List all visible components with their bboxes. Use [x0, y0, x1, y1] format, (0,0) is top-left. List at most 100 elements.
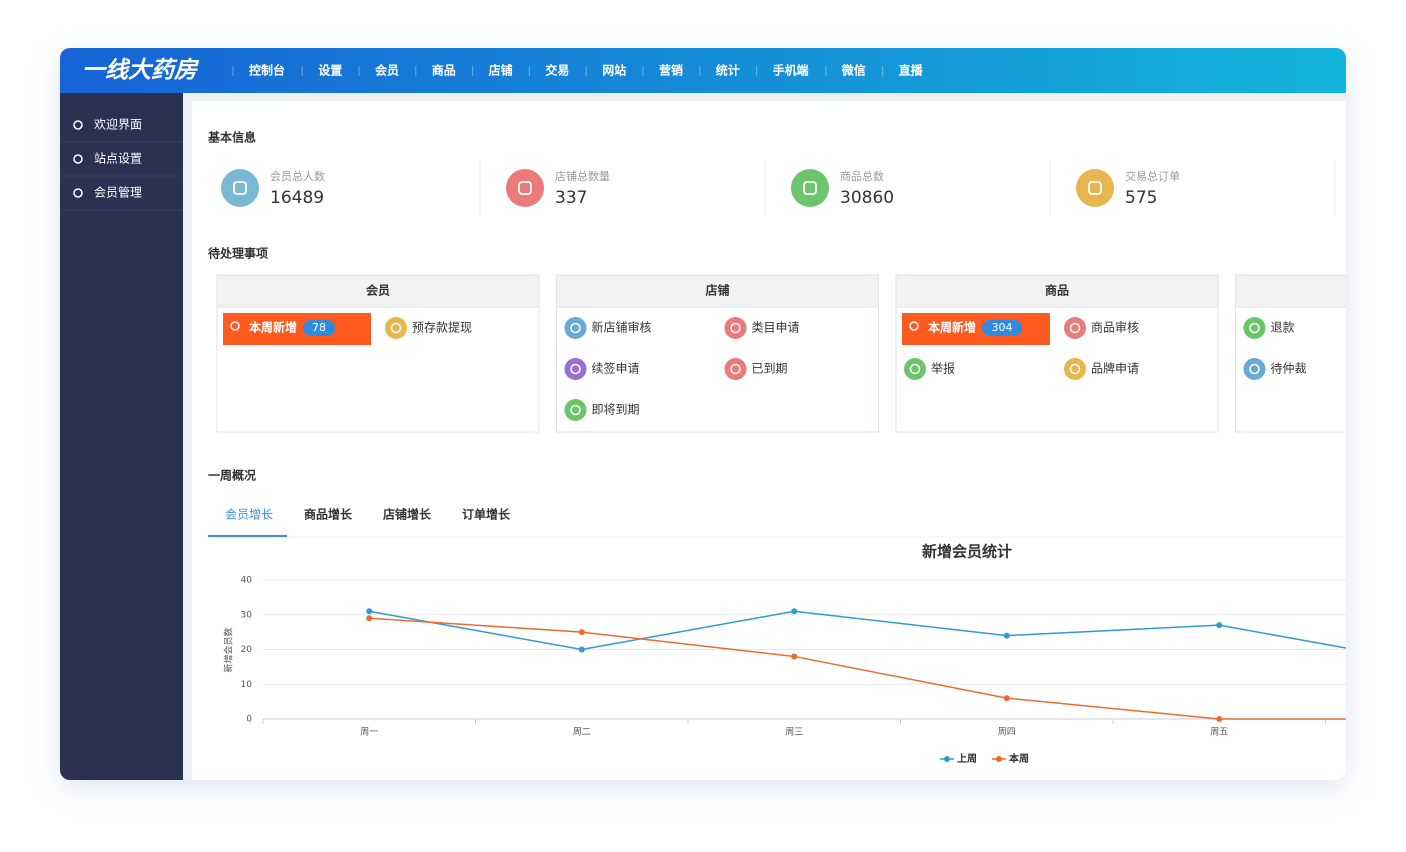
highlight-item[interactable] — [902, 313, 1050, 345]
stat-label: 交易总订单 — [1125, 169, 1180, 183]
panel-header — [895, 274, 1219, 308]
item-icon — [230, 321, 240, 331]
data-point — [1216, 622, 1223, 629]
sidebar-item[interactable]: 会员管理 — [94, 185, 142, 200]
data-point — [1003, 695, 1010, 702]
stat-label: 会员总人数 — [270, 169, 325, 183]
x-tick-label: 周四 — [998, 727, 1016, 738]
item-label[interactable]: 商品审核 — [1091, 320, 1139, 335]
top-bar — [60, 48, 1346, 93]
item-icon — [724, 358, 747, 380]
nav-item[interactable]: 商品 — [432, 63, 456, 78]
item-icon-glyph — [570, 363, 581, 375]
logo: 一线大药房 — [82, 58, 200, 84]
sidebar-item[interactable]: 欢迎界面 — [94, 117, 142, 132]
tab[interactable]: 会员增长 — [225, 508, 273, 522]
nav-item[interactable]: 设置 — [318, 63, 342, 78]
panel-title: 店铺 — [705, 283, 729, 298]
legend-label[interactable]: 本周 — [1009, 752, 1029, 765]
item-icon — [564, 399, 587, 421]
y-tick-label: 20 — [241, 645, 253, 655]
nav-item[interactable]: 交易 — [545, 63, 569, 78]
y-axis-label: 新增会员数 — [223, 627, 235, 672]
nav-item[interactable]: 直播 — [899, 63, 924, 78]
data-point — [578, 629, 585, 636]
stat-value: 337 — [555, 188, 587, 208]
item-label[interactable]: 类目申请 — [752, 321, 800, 335]
data-point — [366, 608, 373, 615]
item-label[interactable]: 退款 — [1271, 321, 1295, 335]
series-line — [369, 610, 1346, 665]
legend-label[interactable]: 上周 — [957, 752, 977, 765]
nav-item[interactable]: 手机端 — [773, 63, 809, 78]
stat-icon-glyph — [1088, 181, 1102, 195]
stat-value: 30860 — [840, 188, 894, 208]
nav-item[interactable]: 会员 — [375, 63, 399, 78]
item-icon — [564, 358, 587, 380]
badge-count: 78 — [312, 321, 326, 334]
stat-icon — [1076, 169, 1114, 207]
y-tick-label: 0 — [246, 715, 252, 725]
chart-title: 新增会员统计 — [922, 543, 1012, 561]
sidebar-icon — [73, 154, 83, 164]
data-point — [791, 653, 798, 660]
item-label[interactable]: 预存款提现 — [412, 320, 472, 335]
item-icon-glyph — [730, 363, 741, 375]
stat-icon-glyph — [803, 181, 817, 195]
data-point — [1003, 632, 1010, 639]
panel-header — [556, 274, 879, 308]
item-icon — [385, 317, 407, 339]
item-label[interactable]: 续签申请 — [592, 361, 640, 376]
tab[interactable]: 商品增长 — [304, 507, 353, 522]
tab[interactable]: 店铺增长 — [383, 507, 432, 522]
data-point — [578, 646, 585, 653]
item-icon-glyph — [909, 363, 921, 375]
item-icon-glyph — [730, 322, 741, 334]
item-label: 本周新增 — [249, 320, 297, 335]
nav-item[interactable]: 营销 — [659, 63, 683, 78]
panel-title: 商品 — [1045, 283, 1069, 298]
item-label[interactable]: 待仲裁 — [1271, 362, 1307, 376]
item-label[interactable]: 已到期 — [752, 362, 788, 376]
nav-item[interactable]: 统计 — [716, 63, 740, 78]
nav-item[interactable]: 网站 — [602, 63, 626, 78]
tab[interactable]: 订单增长 — [462, 507, 511, 522]
card: 一线大药房 控制台 设置 会员 商品 店铺 交易 网站 营销 统计 手机端 微信 直播欢迎界面站点设置会… — [60, 48, 1346, 780]
item-icon — [1064, 358, 1086, 380]
nav-item[interactable]: 微信 — [841, 63, 866, 78]
y-tick-label: 30 — [241, 610, 253, 620]
item-icon-glyph — [1249, 363, 1260, 375]
item-label[interactable]: 品牌申请 — [1091, 362, 1139, 376]
item-label[interactable]: 新店铺审核 — [592, 320, 652, 335]
nav-item[interactable]: 控制台 — [249, 63, 285, 78]
item-icon — [724, 317, 747, 339]
series-line — [369, 617, 1346, 720]
sidebar-item[interactable]: 站点设置 — [94, 152, 142, 166]
x-tick-label: 周一 — [360, 727, 378, 738]
stat-value: 575 — [1125, 188, 1157, 208]
x-tick-label: 周二 — [573, 727, 591, 738]
badge — [303, 320, 335, 336]
item-icon — [1243, 358, 1266, 380]
item-icon — [564, 317, 587, 339]
main-panel — [192, 101, 1346, 780]
stat-icon — [506, 169, 544, 207]
x-tick-label: 周三 — [785, 727, 803, 738]
item-icon — [904, 358, 926, 380]
data-point — [791, 608, 798, 615]
badge — [982, 320, 1022, 336]
stat-icon — [221, 169, 259, 207]
nav-item[interactable]: 店铺 — [489, 63, 513, 78]
highlight-item[interactable] — [223, 313, 371, 345]
item-icon-glyph — [1249, 322, 1260, 334]
panel-header — [1235, 274, 1346, 308]
stat-icon-glyph — [518, 181, 532, 195]
stat-icon — [791, 169, 829, 207]
y-tick-label: 40 — [241, 576, 253, 586]
item-label[interactable]: 举报 — [931, 361, 955, 376]
item-icon-glyph — [1069, 322, 1081, 334]
section-title: 一周概况 — [208, 468, 256, 483]
sidebar-icon — [73, 120, 83, 130]
item-label[interactable]: 即将到期 — [592, 403, 640, 417]
